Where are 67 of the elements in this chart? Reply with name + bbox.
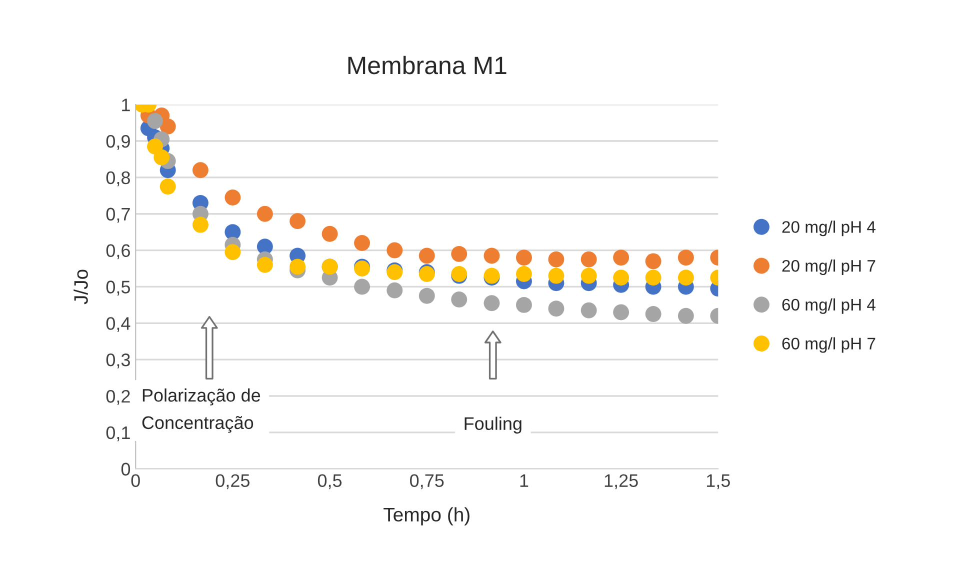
point bbox=[256, 256, 273, 273]
point bbox=[678, 308, 694, 324]
chart-title: Membrana M1 bbox=[348, 56, 506, 74]
point bbox=[224, 189, 241, 206]
annotation: Fouling bbox=[464, 416, 522, 434]
point bbox=[154, 149, 170, 166]
y-tick-label: 0,3 bbox=[106, 354, 130, 368]
legend-label: 20 mg/l pH 7 bbox=[782, 260, 876, 276]
x-tick-label: 0 bbox=[131, 474, 140, 487]
y-tick-label: 0,5 bbox=[106, 280, 130, 296]
y-tick-label: 0,1 bbox=[106, 426, 130, 442]
point bbox=[418, 288, 435, 304]
point bbox=[580, 302, 597, 318]
point bbox=[484, 248, 500, 264]
point bbox=[322, 226, 338, 242]
point bbox=[192, 216, 208, 233]
x-tick-label: 0,75 bbox=[410, 474, 444, 490]
legend-label: 60 mg/l pH 4 bbox=[782, 298, 876, 314]
point bbox=[613, 304, 630, 320]
point bbox=[548, 268, 564, 284]
point bbox=[678, 270, 694, 286]
y-tick-label: 0,6 bbox=[106, 244, 130, 260]
annotation: Polarização de Concentração bbox=[142, 388, 260, 433]
point bbox=[451, 291, 468, 308]
point bbox=[580, 268, 597, 284]
point bbox=[484, 295, 500, 312]
point bbox=[516, 266, 532, 282]
point bbox=[516, 296, 532, 313]
point bbox=[147, 112, 164, 129]
y-tick-label: 0,9 bbox=[106, 134, 130, 150]
x-tick-label: 0,25 bbox=[216, 474, 250, 490]
x-tick-label: 0,5 bbox=[318, 474, 342, 490]
point bbox=[613, 270, 630, 286]
point bbox=[192, 162, 208, 178]
legend-label: 60 mg/l pH 7 bbox=[782, 337, 876, 353]
point bbox=[678, 250, 694, 266]
point bbox=[224, 244, 241, 260]
point bbox=[613, 250, 630, 266]
point bbox=[580, 251, 597, 268]
point bbox=[290, 213, 306, 230]
point bbox=[256, 206, 273, 222]
y-tick-label: 0,8 bbox=[106, 171, 130, 186]
y-tick-label: 0,2 bbox=[106, 390, 130, 405]
point bbox=[516, 250, 532, 266]
point bbox=[160, 178, 176, 195]
point bbox=[548, 251, 564, 268]
point bbox=[645, 253, 662, 270]
y-tick-label: 1 bbox=[122, 98, 130, 112]
y-axis-title: J/Jo bbox=[74, 270, 88, 304]
point bbox=[548, 300, 564, 317]
point bbox=[418, 248, 435, 264]
point bbox=[354, 278, 370, 295]
legend-label: 20 mg/l pH 4 bbox=[782, 220, 876, 236]
point bbox=[451, 246, 468, 262]
point bbox=[645, 306, 662, 322]
point bbox=[354, 235, 370, 251]
x-axis-title: Tempo (h) bbox=[384, 507, 470, 526]
y-tick-label: 0,4 bbox=[106, 317, 130, 332]
x-tick-label: 1,25 bbox=[604, 474, 638, 490]
y-tick-label: 0 bbox=[121, 462, 130, 476]
x-tick-label: 1,5 bbox=[706, 474, 730, 490]
point bbox=[290, 258, 306, 275]
point bbox=[645, 270, 662, 286]
x-tick-label: 1 bbox=[520, 474, 528, 487]
point bbox=[386, 242, 403, 258]
y-tick-label: 0,7 bbox=[106, 208, 130, 223]
point bbox=[386, 282, 403, 298]
